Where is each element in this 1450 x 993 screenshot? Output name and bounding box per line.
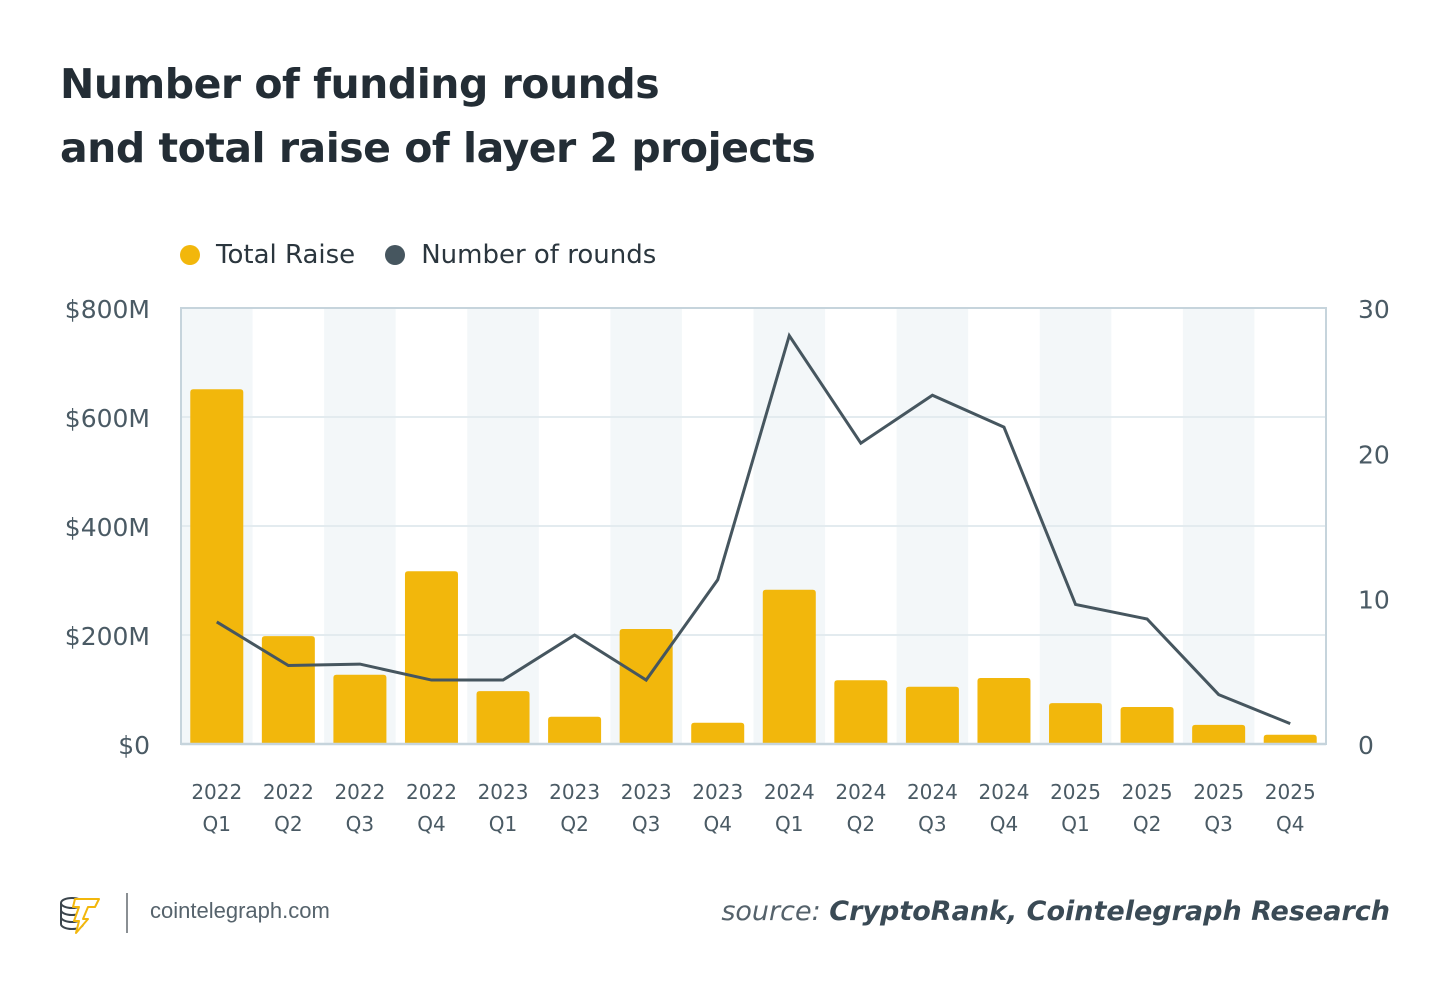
right-tick-label: 0 [1358, 731, 1374, 760]
line-number-of-rounds [216, 332, 1291, 726]
x-tick-label-year: 2025 [1050, 780, 1101, 804]
bar-total-raise [834, 680, 888, 744]
x-tick-label-quarter: Q3 [346, 812, 374, 836]
left-tick-label: $200M [65, 622, 150, 651]
chart-title: Number of funding rounds and total raise… [60, 52, 816, 180]
footer-site: cointelegraph.com [150, 898, 330, 923]
bar-total-raise [548, 716, 602, 744]
x-tick-label-year: 2024 [907, 780, 958, 804]
legend-label-number-of-rounds: Number of rounds [421, 240, 657, 270]
legend-item-number-of-rounds: Number of rounds [385, 240, 656, 270]
chart-title-line-1: Number of funding rounds [60, 60, 660, 108]
right-tick-label: 30 [1358, 295, 1390, 324]
right-tick-label: 10 [1358, 586, 1390, 615]
bar-total-raise [905, 686, 959, 744]
bar-total-raise [977, 678, 1031, 744]
chart-title-line-2: and total raise of layer 2 projects [60, 124, 816, 172]
left-tick-label: $0 [118, 731, 150, 760]
x-tick-label-year: 2023 [692, 780, 743, 804]
footer-source: source: CryptoRank, Cointelegraph Resear… [721, 896, 1390, 927]
x-tick-label-quarter: Q1 [203, 812, 231, 836]
x-tick-label-quarter: Q1 [489, 812, 517, 836]
bar-total-raise [762, 589, 816, 744]
legend-swatch-total-raise [180, 245, 200, 265]
x-tick-label-year: 2023 [478, 780, 529, 804]
x-tick-label-quarter: Q4 [1276, 812, 1304, 836]
x-tick-label-quarter: Q3 [1204, 812, 1232, 836]
bar-total-raise [619, 629, 673, 744]
x-tick-label-year: 2024 [764, 780, 815, 804]
bar-total-raise [261, 636, 315, 744]
right-tick-label: 20 [1358, 440, 1390, 469]
source-label: source: [721, 896, 821, 927]
x-tick-label-quarter: Q2 [1133, 812, 1161, 836]
cointelegraph-logo-icon [58, 893, 104, 939]
bar-total-raise [1120, 706, 1174, 744]
x-tick-label-year: 2022 [191, 780, 242, 804]
x-tick-label-year: 2025 [1265, 780, 1316, 804]
source-value: CryptoRank, Cointelegraph Research [829, 896, 1390, 927]
x-tick-label-quarter: Q4 [417, 812, 445, 836]
x-tick-label-year: 2024 [979, 780, 1030, 804]
x-tick-label-quarter: Q2 [560, 812, 588, 836]
left-tick-label: $800M [65, 295, 150, 324]
x-tick-label-year: 2024 [835, 780, 886, 804]
x-tick-label-year: 2025 [1122, 780, 1173, 804]
x-tick-label-quarter: Q4 [990, 812, 1018, 836]
bar-total-raise [1049, 703, 1103, 744]
legend-item-total-raise: Total Raise [180, 240, 355, 270]
legend-label-total-raise: Total Raise [216, 240, 356, 270]
bar-total-raise [476, 691, 530, 744]
x-tick-label-year: 2022 [406, 780, 457, 804]
footer-divider [126, 893, 128, 933]
x-tick-label-quarter: Q2 [847, 812, 875, 836]
x-tick-label-quarter: Q3 [918, 812, 946, 836]
legend-swatch-number-of-rounds [385, 245, 406, 265]
x-tick-label-year: 2022 [263, 780, 314, 804]
x-tick-label-year: 2022 [334, 780, 385, 804]
legend: Total Raise Number of rounds [180, 240, 686, 270]
x-tick-label-quarter: Q3 [632, 812, 660, 836]
left-tick-label: $400M [65, 513, 150, 542]
bar-total-raise [1192, 724, 1246, 744]
left-tick-label: $600M [65, 404, 150, 433]
bar-total-raise [333, 674, 387, 744]
x-tick-label-quarter: Q1 [775, 812, 803, 836]
x-tick-label-quarter: Q4 [703, 812, 731, 836]
bar-total-raise [190, 389, 244, 744]
x-tick-label-quarter: Q2 [274, 812, 302, 836]
x-tick-label-year: 2023 [621, 780, 672, 804]
x-tick-label-year: 2023 [549, 780, 600, 804]
bar-total-raise [691, 722, 745, 744]
bar-total-raise [1263, 734, 1317, 744]
x-tick-label-year: 2025 [1193, 780, 1244, 804]
x-tick-label-quarter: Q1 [1061, 812, 1089, 836]
bar-total-raise [404, 571, 458, 744]
